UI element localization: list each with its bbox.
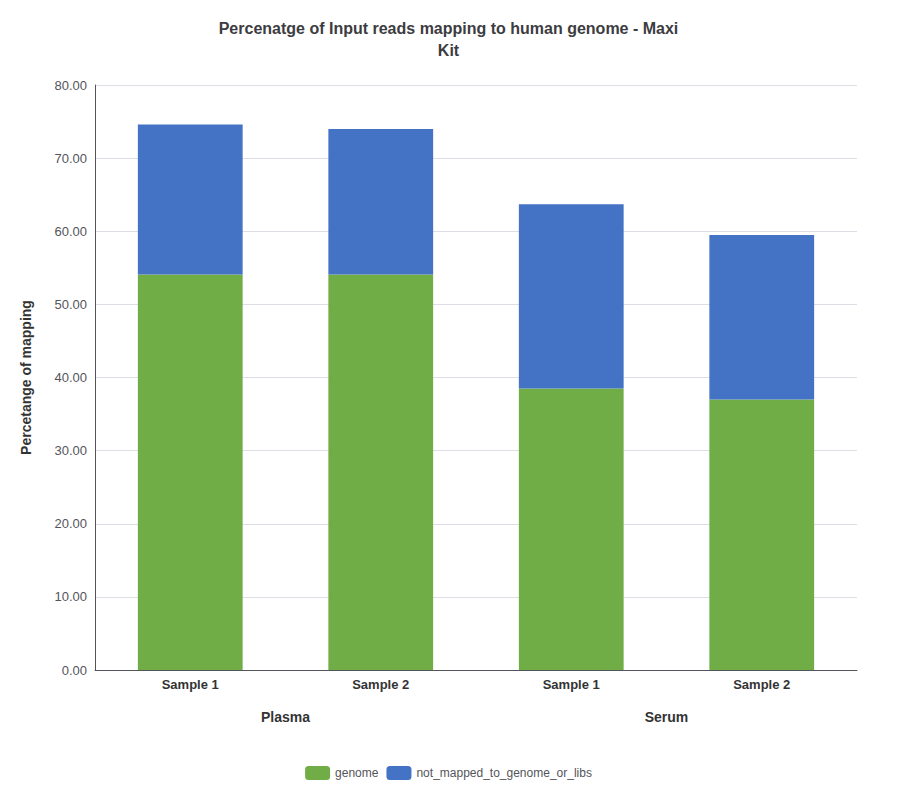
svg-text:60.00: 60.00 — [54, 224, 87, 239]
svg-text:Percetange of mapping: Percetange of mapping — [18, 300, 34, 455]
svg-text:70.00: 70.00 — [54, 151, 87, 166]
svg-text:Sample 1: Sample 1 — [543, 677, 600, 692]
svg-text:40.00: 40.00 — [54, 370, 87, 385]
svg-text:Kit: Kit — [438, 42, 460, 59]
svg-text:Percenatge of Input reads mapp: Percenatge of Input reads mapping to hum… — [219, 20, 679, 37]
svg-text:Serum: Serum — [645, 709, 689, 725]
svg-text:Sample 2: Sample 2 — [733, 677, 790, 692]
svg-text:Sample 1: Sample 1 — [162, 677, 219, 692]
svg-text:Sample 2: Sample 2 — [352, 677, 409, 692]
svg-text:Plasma: Plasma — [261, 709, 310, 725]
svg-text:80.00: 80.00 — [54, 78, 87, 93]
svg-text:0.00: 0.00 — [62, 663, 87, 678]
svg-text:10.00: 10.00 — [54, 589, 87, 604]
svg-text:30.00: 30.00 — [54, 443, 87, 458]
svg-text:genome: genome — [335, 766, 379, 780]
svg-text:20.00: 20.00 — [54, 516, 87, 531]
svg-text:not_mapped_to_genome_or_libs: not_mapped_to_genome_or_libs — [416, 766, 591, 780]
svg-text:50.00: 50.00 — [54, 297, 87, 312]
